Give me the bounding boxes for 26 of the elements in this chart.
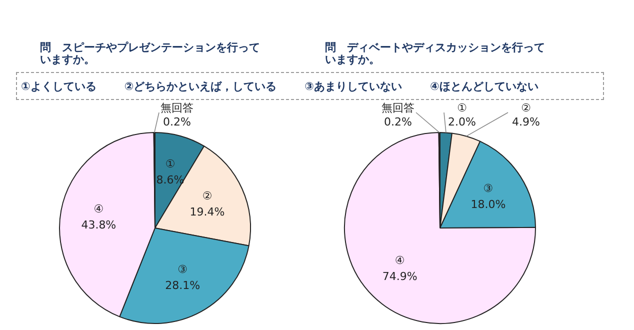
slice-label: 無回答	[382, 101, 414, 114]
chart-title: 問 スピーチやプレゼンテーションを行っていますか。	[40, 41, 261, 66]
chart-title: 問 ディベートやディスカッションを行っていますか。	[325, 41, 546, 66]
data-label: 74.9%	[382, 270, 418, 283]
text: ③あまりしていない	[304, 78, 402, 94]
text: ①よくしている	[21, 78, 96, 94]
slice-label: ③	[483, 182, 494, 195]
slice-label: ④	[394, 254, 405, 267]
data-label: 0.2%	[163, 115, 191, 128]
data-label: 2.0%	[448, 115, 476, 128]
slice-label: ④	[94, 202, 104, 216]
data-label: 18.0%	[470, 198, 506, 211]
data-label: 19.4%	[190, 205, 225, 218]
slice-label: ②	[521, 101, 532, 114]
slice-label: ③	[178, 263, 188, 276]
slice-label: ①	[165, 158, 176, 171]
slice-label: 無回答	[160, 101, 194, 114]
text: ④ほとんどしていない	[430, 78, 538, 94]
text: ②どちらかといえば，している	[124, 78, 277, 94]
slice-label: ②	[202, 189, 212, 202]
data-label: 43.8%	[81, 218, 116, 232]
slice-label: ①	[457, 101, 468, 114]
data-label: 8.6%	[156, 174, 184, 187]
data-label: 4.9%	[512, 115, 540, 128]
data-label: 0.2%	[384, 115, 412, 128]
data-label: 28.1%	[165, 279, 200, 292]
